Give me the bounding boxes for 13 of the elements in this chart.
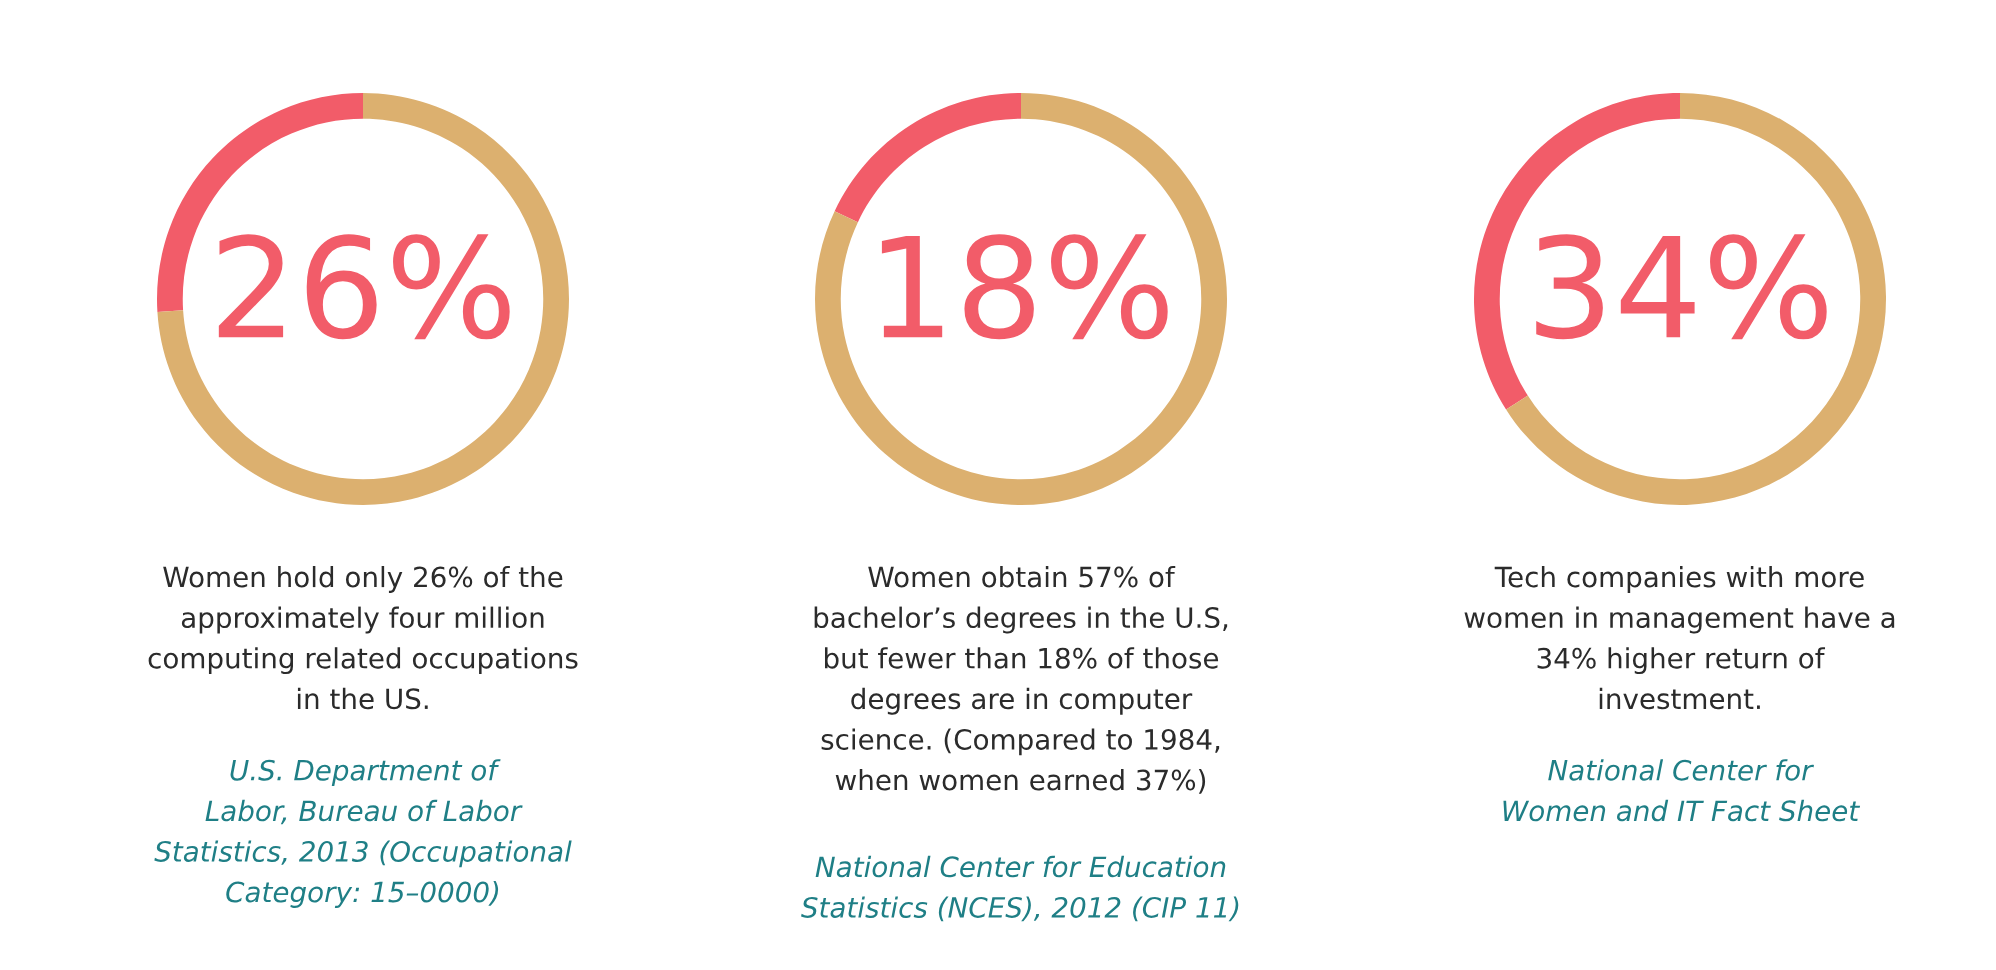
text: Women obtain 57% of bachelor’s degrees in the U.S, but fewer than 18% of those degrees are in computer science. (Compared to 1984, when women earned 37%) bbox=[814, 566, 1228, 794]
donut-slice bbox=[815, 93, 1227, 505]
text: Tech companies with more women in management have a 34% higher return of investment. bbox=[1464, 566, 1895, 710]
donut-slice bbox=[834, 93, 1021, 223]
text: Women hold only 26% of the approximately four million computing related occupations in the US. bbox=[148, 566, 578, 710]
text: 18% bbox=[881, 234, 1168, 340]
text: 26% bbox=[218, 234, 510, 340]
text: 34% bbox=[1536, 234, 1827, 340]
text: National Center for Education Statistics (NCES), 2012 (CIP 11) bbox=[801, 855, 1239, 922]
donut-slice bbox=[157, 93, 569, 505]
donut-slice bbox=[1506, 93, 1886, 505]
text: U.S. Department of Labor, Bureau of Labor Statistics, 2013 (Occupational Category: 15–0000) bbox=[154, 759, 572, 908]
text: National Center for Women and IT Fact Sheet bbox=[1503, 759, 1861, 822]
